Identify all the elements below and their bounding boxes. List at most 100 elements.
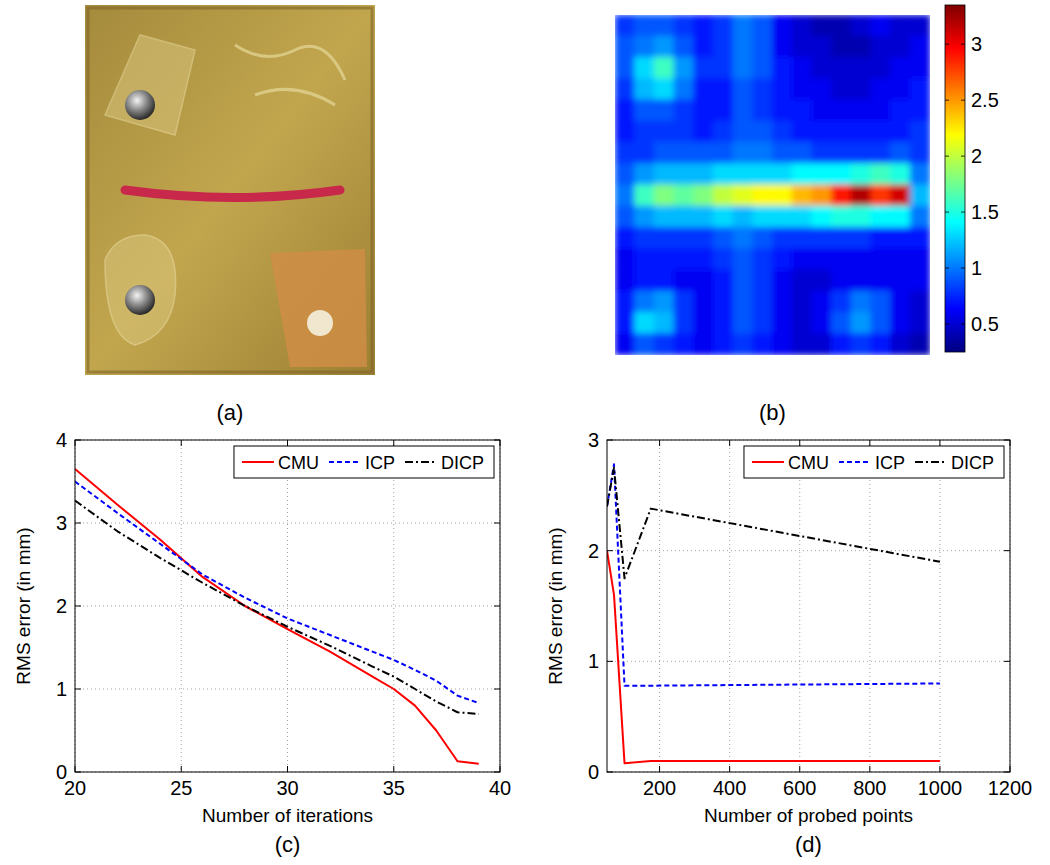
heat-cell: [792, 36, 813, 58]
heat-cell: [831, 333, 852, 355]
heat-cell: [870, 227, 891, 249]
heat-cell: [654, 78, 675, 100]
heat-cell: [890, 15, 911, 37]
legend-box: [234, 446, 494, 478]
heat-cell: [634, 142, 655, 164]
y-tick-label: 4: [56, 429, 67, 451]
legend-swatch: [242, 461, 274, 463]
heat-cell: [772, 333, 793, 355]
legend-label: ICP: [365, 453, 395, 473]
heat-cell: [811, 100, 832, 122]
heat-cell: [870, 291, 891, 313]
heat-cell: [792, 163, 813, 185]
heat-cell: [654, 57, 675, 79]
x-tick: [287, 766, 288, 772]
heat-cell: [910, 206, 930, 228]
heat-cell: [615, 185, 635, 207]
heat-cell: [733, 163, 754, 185]
x-tick: [799, 440, 800, 446]
heat-cell: [811, 15, 832, 37]
heat-cell: [615, 227, 635, 249]
phantom-insert: [105, 235, 176, 345]
heat-cell: [615, 248, 635, 270]
heat-cell: [870, 163, 891, 185]
heat-cell: [693, 36, 714, 58]
heat-cell: [733, 248, 754, 270]
heat-cell: [674, 312, 695, 334]
heat-cell: [752, 206, 773, 228]
heat-cell: [654, 248, 675, 270]
x-tick: [75, 440, 76, 446]
colorbar-tick: [945, 156, 949, 157]
heat-cell: [693, 291, 714, 313]
heat-cell: [772, 248, 793, 270]
series-line: [607, 551, 940, 763]
heat-cell: [634, 15, 655, 37]
x-tick: [75, 766, 76, 772]
heat-cell: [831, 206, 852, 228]
heat-cell: [693, 333, 714, 355]
heat-cell: [615, 333, 635, 355]
legend-box: [744, 446, 1004, 478]
heat-cell: [870, 312, 891, 334]
heat-cell: [890, 206, 911, 228]
heat-cell: [693, 312, 714, 334]
heat-cell: [870, 78, 891, 100]
heat-cell: [792, 121, 813, 143]
heat-cell: [674, 291, 695, 313]
heat-cell: [870, 248, 891, 270]
heat-cell: [752, 100, 773, 122]
heat-cell: [910, 57, 930, 79]
heat-cell: [634, 291, 655, 313]
photo-border: [88, 8, 372, 372]
heat-cell: [733, 206, 754, 228]
legend: CMUICPDICP: [234, 446, 494, 478]
heat-cell: [831, 57, 852, 79]
colorbar-tick-label: 0.5: [971, 313, 999, 335]
grid-line: [393, 440, 394, 772]
heat-cell: [851, 270, 872, 292]
heat-cell: [634, 270, 655, 292]
heatmap: [615, 15, 930, 355]
x-tick-label: 600: [783, 777, 816, 799]
x-tick-label: 20: [64, 777, 86, 799]
heat-cell: [772, 142, 793, 164]
heat-cell: [752, 78, 773, 100]
heat-cell: [890, 36, 911, 58]
heat-cell: [693, 270, 714, 292]
heat-cell: [851, 227, 872, 249]
colorbar-tick-label: 1.5: [971, 201, 999, 223]
heat-cell: [772, 121, 793, 143]
legend-swatch: [915, 461, 947, 463]
heat-cell: [910, 270, 930, 292]
heat-cell: [634, 206, 655, 228]
heat-cell: [870, 270, 891, 292]
heat-cell: [890, 312, 911, 334]
heat-cell: [772, 291, 793, 313]
heat-cell: [752, 291, 773, 313]
heat-cell: [772, 227, 793, 249]
heat-cell: [811, 248, 832, 270]
x-tick-label: 30: [276, 777, 298, 799]
heat-cell: [910, 163, 930, 185]
heat-cell: [792, 57, 813, 79]
colorbar-tick: [961, 100, 965, 101]
heat-cell: [713, 206, 734, 228]
heat-cell: [870, 333, 891, 355]
heat-cell: [713, 100, 734, 122]
heat-cell: [674, 121, 695, 143]
legend-label: ICP: [875, 453, 905, 473]
heat-cell: [615, 142, 635, 164]
grid-line: [799, 440, 800, 772]
colorbar-tick: [961, 268, 965, 269]
heat-cell: [634, 312, 655, 334]
heatmap-cells: [615, 15, 930, 355]
heat-cell: [752, 312, 773, 334]
heat-cell: [674, 163, 695, 185]
heat-cell: [851, 121, 872, 143]
heat-cell: [713, 142, 734, 164]
colorbar-tick: [961, 324, 965, 325]
x-tick: [939, 766, 940, 772]
heat-cell: [772, 78, 793, 100]
heat-cell: [674, 227, 695, 249]
